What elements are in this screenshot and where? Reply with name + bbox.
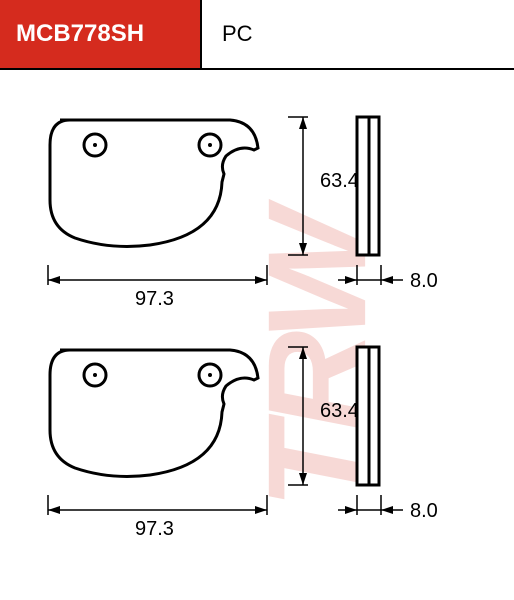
pad-shape-1 [40,110,270,260]
dim-thick-1-label: 8.0 [410,270,438,293]
part-number-box: MCB778SH [0,0,200,68]
product-code: PC [222,21,253,47]
dim-thick-2-label: 8.0 [410,500,438,523]
side-profile-1 [355,115,385,265]
header: MCB778SH PC [0,0,514,70]
side-shape-2 [355,345,385,490]
dim-height-1-label: 63.4 [320,170,359,193]
dim-height-2-label: 63.4 [320,400,359,423]
diagram-area: TRW 63.4 [0,70,514,600]
side-shape-1 [355,115,385,260]
part-number: MCB778SH [16,20,144,48]
dim-thick-1 [353,265,413,295]
pad-shape-2 [40,340,270,490]
dim-height-2 [288,345,318,490]
side-profile-2 [355,345,385,495]
brake-pad-1 [40,110,270,260]
brake-pad-2 [40,340,270,490]
dim-width-2-label: 97.3 [135,518,174,541]
dim-thick-2 [353,495,413,525]
dim-height-1 [288,115,318,260]
dim-width-1-label: 97.3 [135,288,174,311]
code-box: PC [200,0,514,68]
